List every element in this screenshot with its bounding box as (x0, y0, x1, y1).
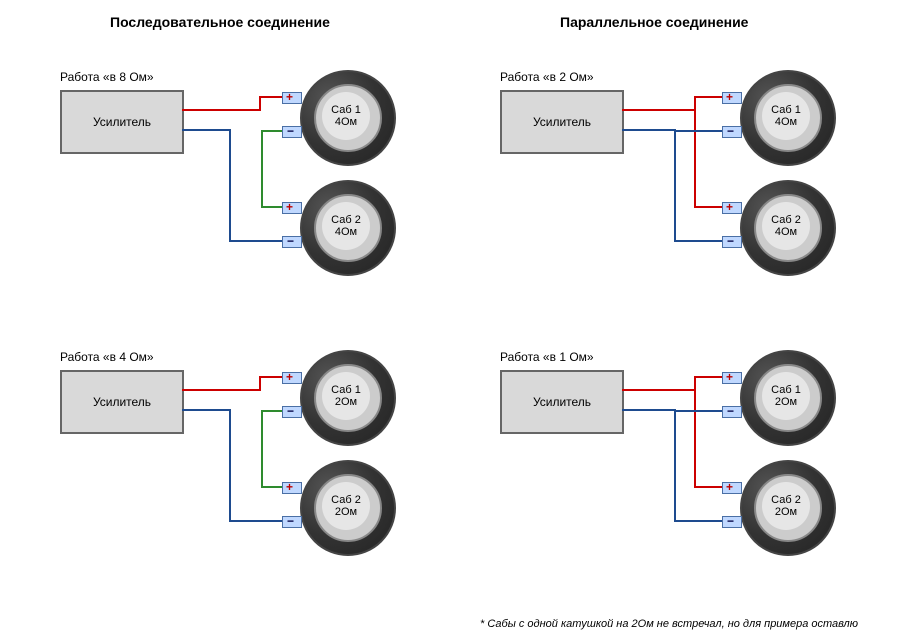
sub1-name-bl: Саб 1 (331, 384, 361, 396)
sub1-neg-bl (282, 406, 302, 418)
sub2-pos-br (722, 482, 742, 494)
sub1-tl: Саб 1 4Ом (300, 70, 392, 162)
sub2-tl: Саб 2 4Ом (300, 180, 392, 272)
sub2-neg-bl (282, 516, 302, 528)
sub2-pos-tr (722, 202, 742, 214)
speaker-inner: Саб 1 4Ом (762, 92, 810, 140)
amplifier-tl: Усилитель (60, 90, 184, 154)
amp-label-br: Усилитель (533, 395, 591, 409)
sub1-br: Саб 1 2Ом (740, 350, 832, 442)
amplifier-bl: Усилитель (60, 370, 184, 434)
work-label-tr: Работа «в 2 Ом» (500, 70, 594, 84)
speaker-inner: Саб 1 2Ом (322, 372, 370, 420)
sub2-name-bl: Саб 2 (331, 494, 361, 506)
sub2-ohm-tl: 4Ом (335, 226, 357, 238)
work-label-tl: Работа «в 8 Ом» (60, 70, 154, 84)
amp-label-tl: Усилитель (93, 115, 151, 129)
sub1-name-br: Саб 1 (771, 384, 801, 396)
sub2-neg-tl (282, 236, 302, 248)
sub1-neg-tr (722, 126, 742, 138)
sub1-neg-tl (282, 126, 302, 138)
sub2-ohm-br: 2Ом (775, 506, 797, 518)
sub2-br: Саб 2 2Ом (740, 460, 832, 552)
speaker-inner: Саб 1 4Ом (322, 92, 370, 140)
sub1-pos-tl (282, 92, 302, 104)
sub1-name-tl: Саб 1 (331, 104, 361, 116)
work-label-br: Работа «в 1 Ом» (500, 350, 594, 364)
sub2-ohm-tr: 4Ом (775, 226, 797, 238)
amplifier-tr: Усилитель (500, 90, 624, 154)
sub2-name-tl: Саб 2 (331, 214, 361, 226)
amp-label-bl: Усилитель (93, 395, 151, 409)
amp-label-tr: Усилитель (533, 115, 591, 129)
speaker-inner: Саб 1 2Ом (762, 372, 810, 420)
title-series: Последовательное соединение (110, 14, 330, 30)
sub1-name-tr: Саб 1 (771, 104, 801, 116)
footnote: * Сабы с одной катушкой на 2Ом не встреч… (480, 618, 858, 630)
speaker-inner: Саб 2 4Ом (762, 202, 810, 250)
sub1-pos-tr (722, 92, 742, 104)
sub1-pos-bl (282, 372, 302, 384)
speaker-inner: Саб 2 2Ом (762, 482, 810, 530)
sub2-name-tr: Саб 2 (771, 214, 801, 226)
sub1-bl: Саб 1 2Ом (300, 350, 392, 442)
title-parallel: Параллельное соединение (560, 14, 748, 30)
sub1-tr: Саб 1 4Ом (740, 70, 832, 162)
sub2-name-br: Саб 2 (771, 494, 801, 506)
sub1-ohm-tl: 4Ом (335, 116, 357, 128)
speaker-inner: Саб 2 4Ом (322, 202, 370, 250)
sub1-pos-br (722, 372, 742, 384)
sub1-ohm-br: 2Ом (775, 396, 797, 408)
sub1-neg-br (722, 406, 742, 418)
sub2-pos-bl (282, 482, 302, 494)
sub2-neg-br (722, 516, 742, 528)
sub2-ohm-bl: 2Ом (335, 506, 357, 518)
sub2-bl: Саб 2 2Ом (300, 460, 392, 552)
speaker-inner: Саб 2 2Ом (322, 482, 370, 530)
sub2-tr: Саб 2 4Ом (740, 180, 832, 272)
work-label-bl: Работа «в 4 Ом» (60, 350, 154, 364)
sub1-ohm-bl: 2Ом (335, 396, 357, 408)
sub2-neg-tr (722, 236, 742, 248)
sub2-pos-tl (282, 202, 302, 214)
sub1-ohm-tr: 4Ом (775, 116, 797, 128)
amplifier-br: Усилитель (500, 370, 624, 434)
